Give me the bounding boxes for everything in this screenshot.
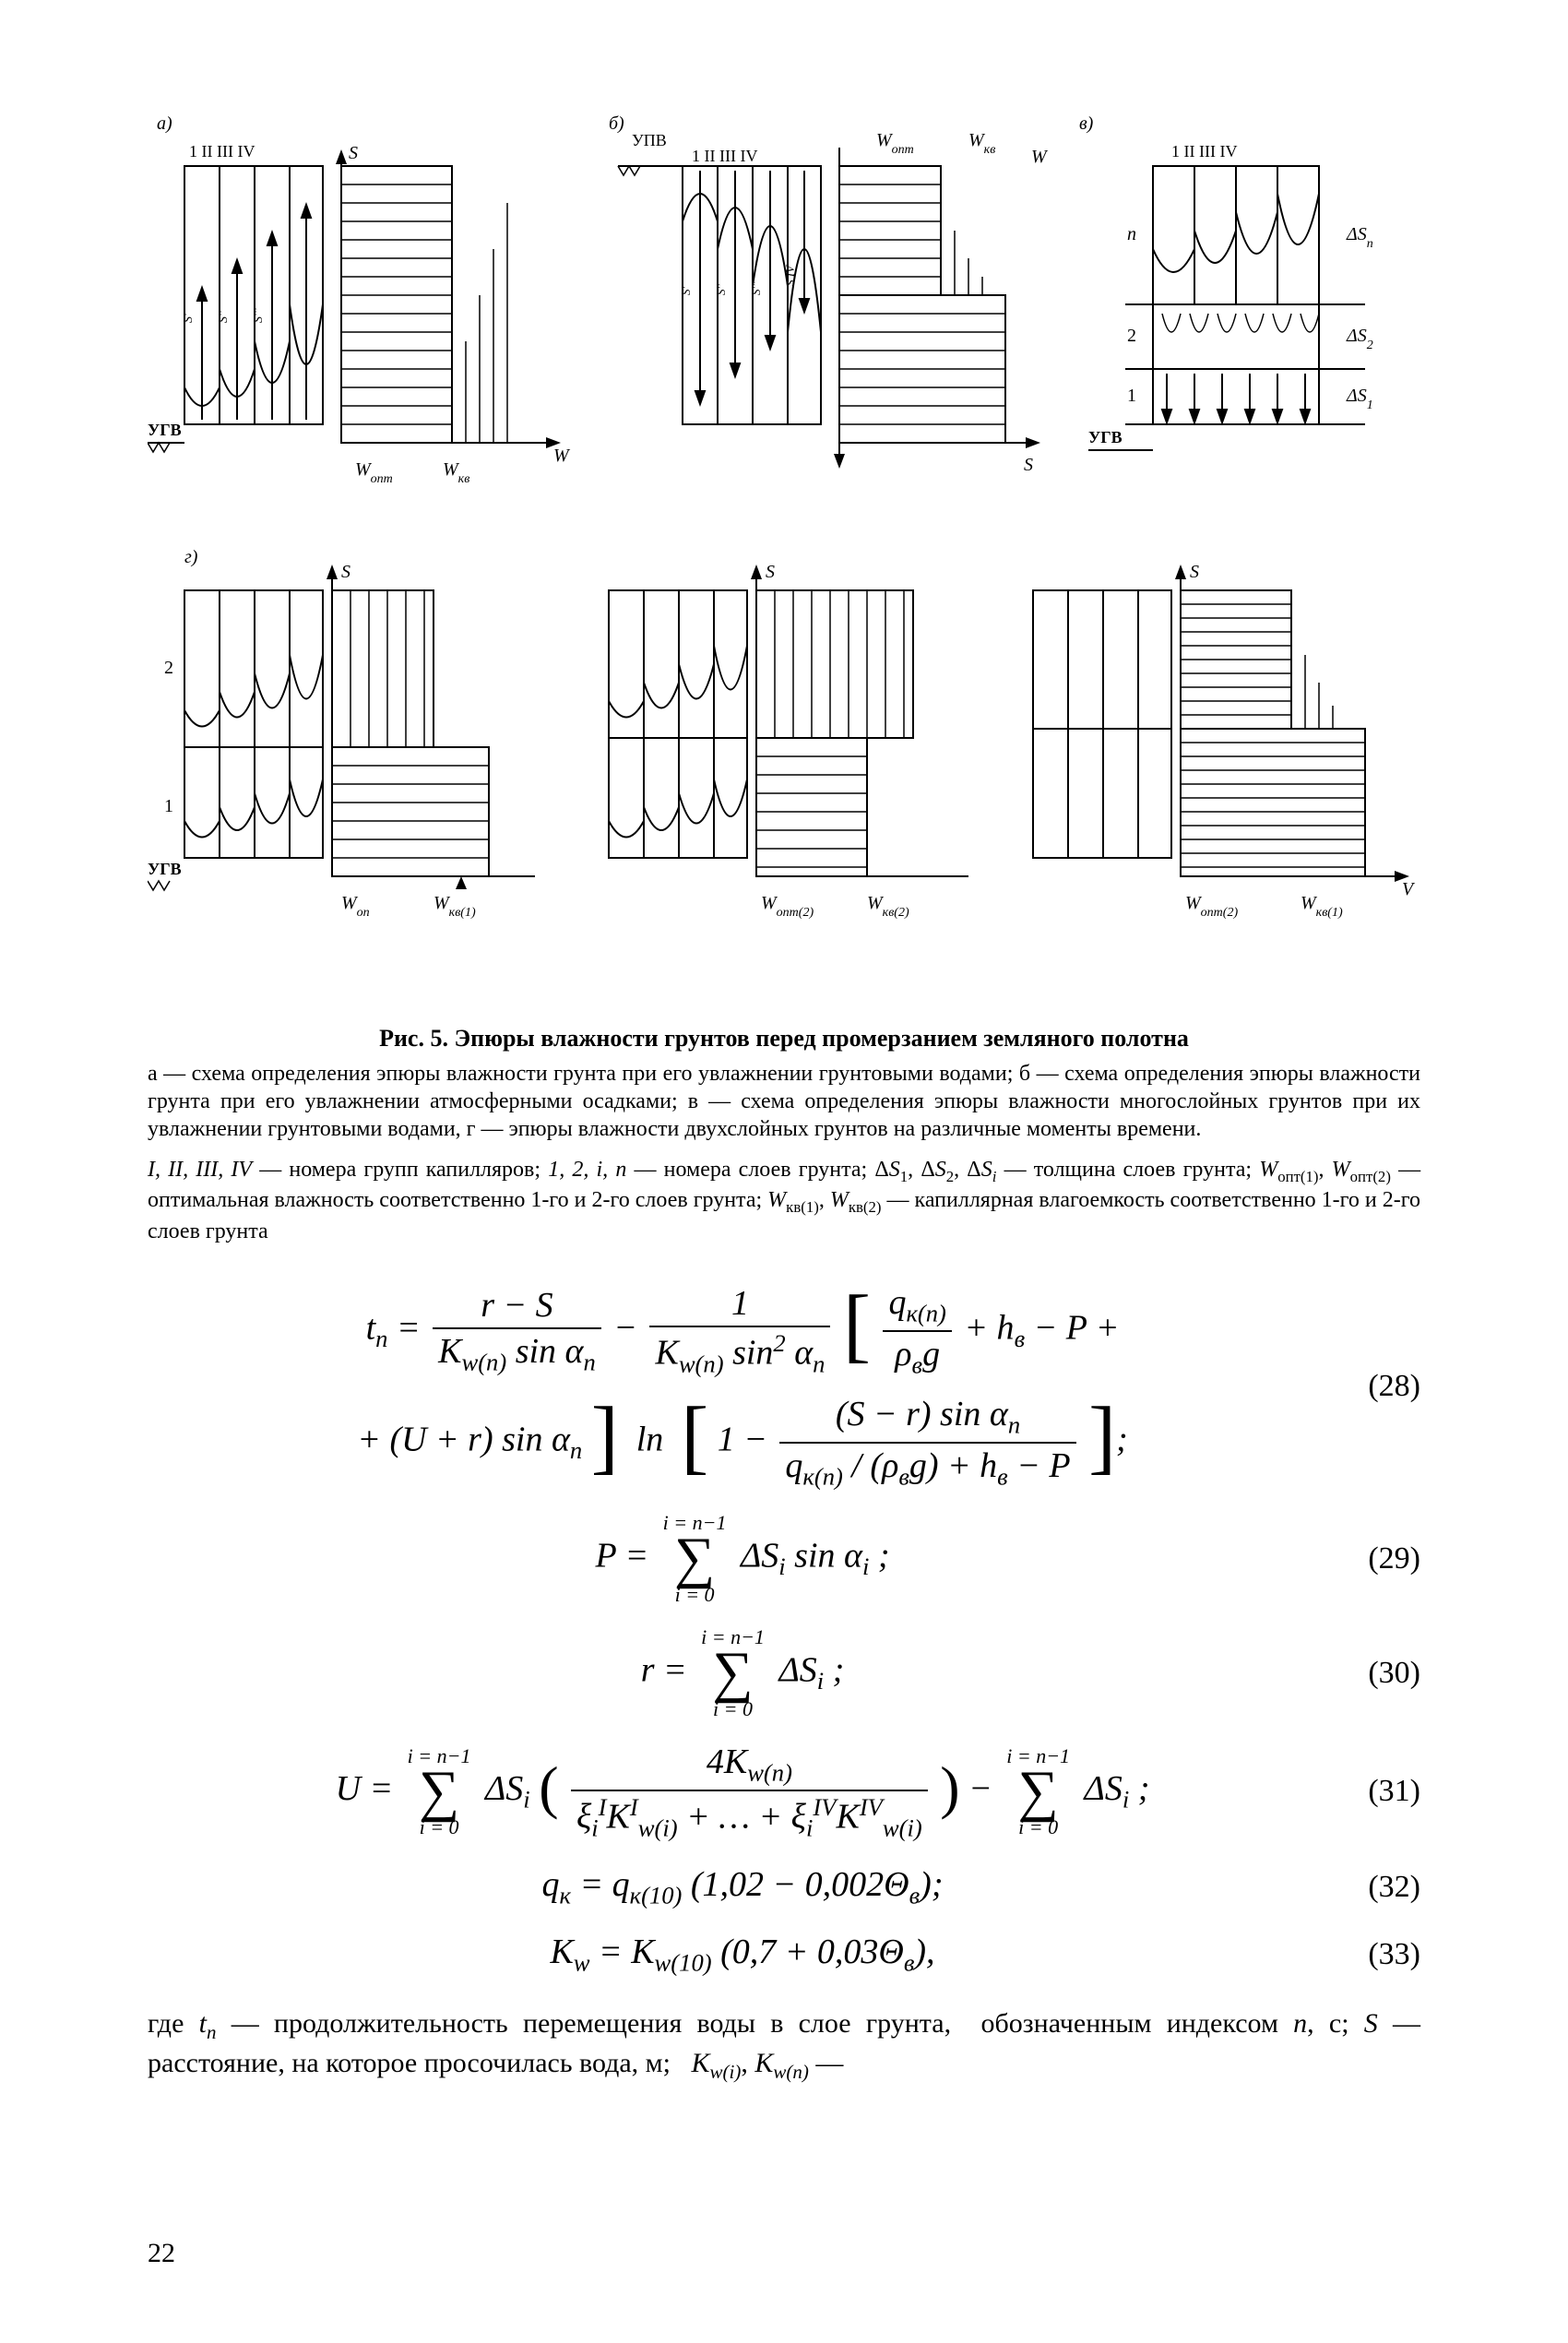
ds-label: ΔS2 (1346, 326, 1373, 352)
x-mark: Wопт(2) (761, 893, 814, 920)
page-number: 22 (148, 2238, 175, 2269)
eq-number: (28) (1337, 1369, 1420, 1404)
eq-number: (31) (1337, 1774, 1420, 1809)
layer-num: 2 (164, 658, 173, 678)
ugv-label: УГВ (1088, 428, 1123, 446)
caption-legend: I, II, III, IV — номера групп капилляров… (148, 1156, 1420, 1246)
layer-num: 2 (1127, 326, 1136, 346)
s-label: S' (182, 313, 196, 323)
panel-label: б) (609, 113, 624, 134)
figure-caption: Рис. 5. Эпюры влажности грунтов перед пр… (148, 1024, 1420, 1245)
caption-body: а — схема определения эпюры влажности гр… (148, 1060, 1420, 1143)
col-header: 1 II III IV (1171, 142, 1237, 161)
equations-block: tn = r − SKw(n) sin αn − 1Kw(n) sin2 αn … (148, 1282, 1420, 1978)
panel-g1: г) S (148, 544, 553, 950)
axis-s: S (1190, 562, 1199, 582)
panel-label: в) (1079, 113, 1094, 134)
ugv-label: УГВ (148, 421, 182, 439)
equation-33: Kw = Kw(10) (0,7 + 0,03Θв), (33) (148, 1932, 1420, 1978)
figure-row-2: г) S (148, 544, 1420, 950)
where-paragraph: где tn — продолжительность перемещения в… (148, 2005, 1420, 2086)
x-mark: Wкв (443, 459, 469, 486)
s-label: S' (679, 287, 693, 296)
ugv-label: УГВ (148, 860, 182, 878)
axis-label: Wопт (876, 130, 914, 157)
axis-s: S (349, 143, 358, 163)
eq-number: (32) (1337, 1870, 1420, 1905)
layer-num: n (1127, 224, 1136, 244)
caption-title: Рис. 5. Эпюры влажности грунтов перед пр… (379, 1025, 1189, 1052)
x-mark: Wкв(2) (867, 893, 909, 920)
equation-31: U = i = n−1∑i = 0 ΔSi ( 4Kw(n) ξiIKIw(i)… (148, 1742, 1420, 1842)
panel-b: б) УПВ 1 II III IV Wопт Wкв W (600, 111, 1051, 517)
s-label: S''' (749, 281, 763, 295)
ds-label: ΔSn (1346, 224, 1373, 251)
x-mark: Wоп (341, 893, 370, 920)
panel-g3: S V (1015, 544, 1420, 950)
col-header: 1 II III IV (189, 142, 255, 161)
axis-v: V (1402, 879, 1416, 899)
x-mark: Wкв(1) (434, 893, 476, 920)
s-label: S'' (714, 284, 728, 295)
layer-num: 1 (1127, 386, 1136, 406)
s-label: S IV (783, 264, 797, 286)
ds-label: ΔS1 (1346, 386, 1373, 412)
equation-29: P = i = n−1∑i = 0 ΔSi sin αi ; (29) (148, 1513, 1420, 1605)
axis-s: S (341, 562, 350, 582)
s-label: S''' (252, 307, 266, 323)
panel-g2: S (581, 544, 987, 950)
layer-num: 1 (164, 796, 173, 816)
equation-32: qк = qк(10) (1,02 − 0,002Θв); (32) (148, 1864, 1420, 1910)
s-label: S'' (217, 310, 231, 323)
panel-label: г) (184, 547, 198, 567)
panel-a: a) 1 II III IV S W (148, 111, 581, 517)
axis-s: S (766, 562, 775, 582)
page: a) 1 II III IV S W (0, 0, 1568, 2343)
eq-number: (30) (1337, 1656, 1420, 1691)
eq-number: (29) (1337, 1541, 1420, 1576)
axis-label: Wкв (968, 130, 995, 157)
axis-s: S (1024, 455, 1033, 475)
equation-28: tn = r − SKw(n) sin αn − 1Kw(n) sin2 αn … (148, 1282, 1420, 1491)
figure-5: a) 1 II III IV S W (148, 111, 1420, 987)
eq-number: (33) (1337, 1937, 1420, 1972)
panel-label: a) (157, 113, 172, 134)
col-header: 1 II III IV (692, 147, 757, 165)
x-mark: Wопт(2) (1185, 893, 1238, 920)
panel-v: в) 1 II III IV (1070, 111, 1420, 517)
figure-row-1: a) 1 II III IV S W (148, 111, 1420, 517)
equation-30: r = i = n−1∑i = 0 ΔSi ; (30) (148, 1627, 1420, 1719)
x-mark: Wкв(1) (1301, 893, 1343, 920)
axis-w: W (1031, 147, 1049, 167)
x-mark: Wопт (355, 459, 393, 486)
axis-w: W (553, 446, 571, 466)
upv-label: УПВ (632, 131, 667, 149)
